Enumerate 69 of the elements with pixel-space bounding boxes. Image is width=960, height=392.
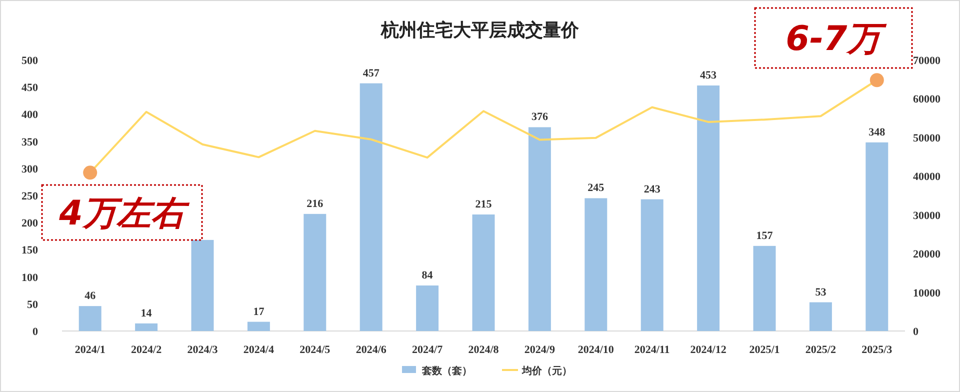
x-tick-label: 2024/10 xyxy=(578,344,614,356)
legend-label: 套数（套） xyxy=(421,365,472,377)
data-label: 453 xyxy=(700,69,718,82)
x-tick-label: 2024/3 xyxy=(187,344,218,356)
x-tick-label: 2024/2 xyxy=(131,344,162,356)
bar xyxy=(304,214,326,331)
data-label: 17 xyxy=(253,306,265,318)
y-tick-label: 450 xyxy=(22,82,38,94)
y-tick-label: 0 xyxy=(32,326,38,338)
y-tick-label: 50 xyxy=(27,298,38,311)
bar xyxy=(78,306,102,331)
y2-tick-label: 20000 xyxy=(913,248,941,261)
data-label: 376 xyxy=(531,111,548,124)
bar xyxy=(416,285,439,331)
y-tick-label: 500 xyxy=(22,55,38,67)
y2-tick-label: 70000 xyxy=(913,55,941,67)
data-label: 215 xyxy=(475,198,492,210)
x-tick-label: 2024/4 xyxy=(243,344,274,356)
x-tick-label: 2024/8 xyxy=(468,344,500,356)
y-tick-label: 150 xyxy=(22,244,38,257)
bar xyxy=(753,246,776,331)
y-tick-label: 100 xyxy=(22,272,38,284)
data-label: 245 xyxy=(588,182,605,194)
y2-tick-label: 0 xyxy=(913,326,919,338)
x-tick-label: 2024/6 xyxy=(356,344,387,356)
x-tick-label: 2024/7 xyxy=(412,344,444,356)
x-tick-label: 2025/1 xyxy=(749,344,780,356)
y2-tick-label: 40000 xyxy=(913,171,941,184)
data-label: 216 xyxy=(306,198,324,210)
y-tick-label: 350 xyxy=(22,136,38,148)
y2-tick-label: 10000 xyxy=(913,287,941,300)
x-tick-label: 2024/12 xyxy=(690,344,727,356)
data-label: 46 xyxy=(84,290,96,302)
data-label: 348 xyxy=(868,126,886,138)
chart-title: 杭州住宅大平层成交量价 xyxy=(380,20,580,40)
data-label: 457 xyxy=(362,67,380,80)
data-label: 84 xyxy=(422,269,434,282)
bar xyxy=(191,240,214,331)
y2-tick-label: 30000 xyxy=(913,210,941,222)
y2-tick-label: 60000 xyxy=(913,94,941,106)
bar xyxy=(697,85,720,331)
annotation: 4万左右 xyxy=(58,194,190,234)
x-tick-label: 2025/2 xyxy=(805,344,836,356)
data-label: 53 xyxy=(815,286,827,298)
x-tick-label: 2024/11 xyxy=(634,344,670,356)
y-tick-label: 300 xyxy=(22,163,38,176)
bar xyxy=(528,127,551,331)
x-tick-label: 2025/3 xyxy=(862,344,893,356)
bar xyxy=(640,199,664,331)
y-tick-label: 200 xyxy=(22,218,38,230)
bar xyxy=(866,142,888,331)
annotation: 4万左右 xyxy=(41,184,203,241)
bar xyxy=(472,214,495,331)
bar xyxy=(584,198,608,331)
x-tick-label: 2024/5 xyxy=(300,344,331,356)
x-tick-label: 2024/1 xyxy=(74,344,106,356)
bar xyxy=(809,302,832,331)
data-label: 157 xyxy=(756,230,774,242)
bar xyxy=(247,322,270,331)
bar xyxy=(360,83,382,331)
annotation: 6-7万 xyxy=(754,7,913,69)
y2-tick-label: 50000 xyxy=(913,132,941,144)
data-label: 243 xyxy=(644,183,661,196)
y-tick-label: 250 xyxy=(22,190,38,202)
x-tick-label: 2024/9 xyxy=(524,344,556,356)
bar xyxy=(135,323,158,331)
y-tick-label: 400 xyxy=(22,109,38,122)
legend-label: 均价（元） xyxy=(521,365,572,377)
data-label: 14 xyxy=(140,307,152,320)
